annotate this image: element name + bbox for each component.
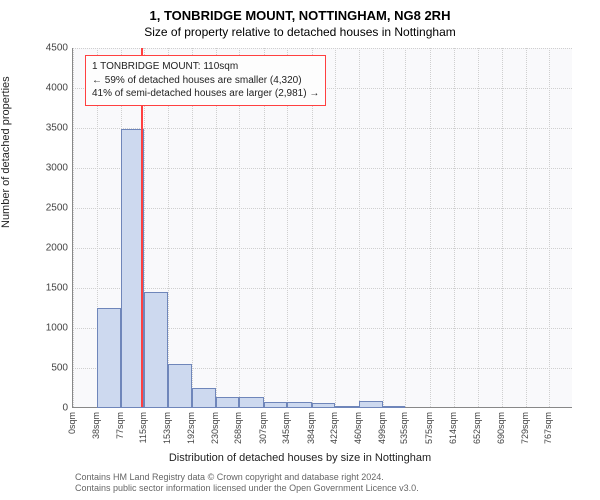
callout-line1: 1 TONBRIDGE MOUNT: 110sqm — [92, 60, 319, 74]
ytick-label: 4000 — [32, 83, 68, 94]
gridline-v — [73, 48, 74, 407]
xtick-label: 77sqm — [115, 412, 125, 439]
gridline-h — [73, 288, 572, 289]
callout-line2: ← 59% of detached houses are smaller (4,… — [92, 74, 319, 88]
gridline-v — [454, 48, 455, 407]
ytick-label: 1500 — [32, 283, 68, 294]
histogram-bar — [168, 364, 192, 408]
xtick-label: 0sqm — [67, 412, 77, 434]
ytick-label: 4500 — [32, 43, 68, 54]
histogram-bar — [144, 292, 168, 408]
chart-container: 1, TONBRIDGE MOUNT, NOTTINGHAM, NG8 2RH … — [0, 0, 600, 500]
histogram-bar — [192, 388, 216, 408]
histogram-bar — [264, 402, 288, 408]
gridline-h — [73, 208, 572, 209]
ytick-label: 2000 — [32, 243, 68, 254]
ytick-label: 500 — [32, 363, 68, 374]
histogram-bar — [312, 403, 336, 408]
chart-title-sub: Size of property relative to detached ho… — [0, 25, 600, 39]
histogram-bar — [383, 406, 405, 408]
gridline-v — [549, 48, 550, 407]
gridline-v — [430, 48, 431, 407]
ytick-label: 3500 — [32, 123, 68, 134]
gridline-v — [405, 48, 406, 407]
gridline-v — [502, 48, 503, 407]
gridline-v — [335, 48, 336, 407]
xtick-label: 652sqm — [472, 412, 482, 444]
xtick-label: 499sqm — [377, 412, 387, 444]
histogram-bar — [359, 401, 383, 408]
gridline-v — [383, 48, 384, 407]
xtick-label: 345sqm — [281, 412, 291, 444]
xtick-label: 575sqm — [424, 412, 434, 444]
xtick-label: 384sqm — [306, 412, 316, 444]
histogram-bar — [335, 406, 359, 408]
histogram-bar — [97, 308, 121, 408]
xtick-label: 535sqm — [399, 412, 409, 444]
xtick-label: 460sqm — [353, 412, 363, 444]
gridline-h — [73, 248, 572, 249]
xtick-label: 690sqm — [496, 412, 506, 444]
xtick-label: 307sqm — [258, 412, 268, 444]
attribution: Contains HM Land Registry data © Crown c… — [75, 472, 419, 495]
callout-line3: 41% of semi-detached houses are larger (… — [92, 87, 319, 101]
ytick-label: 1000 — [32, 323, 68, 334]
xtick-label: 268sqm — [233, 412, 243, 444]
chart-title-main: 1, TONBRIDGE MOUNT, NOTTINGHAM, NG8 2RH — [0, 8, 600, 23]
gridline-h — [73, 168, 572, 169]
xtick-label: 614sqm — [448, 412, 458, 444]
histogram-bar — [239, 397, 263, 408]
xtick-label: 230sqm — [210, 412, 220, 444]
attribution-line2: Contains public sector information licen… — [75, 483, 419, 494]
xtick-label: 422sqm — [329, 412, 339, 444]
xtick-label: 38sqm — [91, 412, 101, 439]
xtick-label: 767sqm — [543, 412, 553, 444]
x-axis-label: Distribution of detached houses by size … — [0, 452, 600, 464]
y-axis-label: Number of detached properties — [0, 76, 12, 228]
xtick-label: 192sqm — [186, 412, 196, 444]
ytick-label: 3000 — [32, 163, 68, 174]
gridline-h — [73, 48, 572, 49]
xtick-label: 115sqm — [138, 412, 148, 443]
gridline-v — [359, 48, 360, 407]
histogram-bar — [216, 397, 240, 408]
gridline-v — [526, 48, 527, 407]
ytick-label: 2500 — [32, 203, 68, 214]
gridline-h — [73, 128, 572, 129]
histogram-bar — [287, 402, 311, 408]
gridline-v — [478, 48, 479, 407]
attribution-line1: Contains HM Land Registry data © Crown c… — [75, 472, 419, 483]
xtick-label: 153sqm — [162, 412, 172, 444]
ytick-label: 0 — [32, 403, 68, 414]
xtick-label: 729sqm — [520, 412, 530, 444]
callout-box: 1 TONBRIDGE MOUNT: 110sqm ← 59% of detac… — [85, 55, 326, 106]
